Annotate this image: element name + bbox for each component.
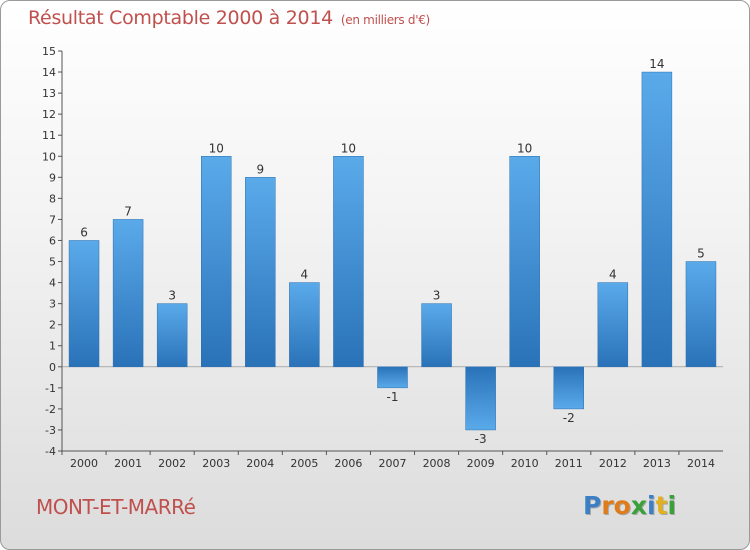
data-label-2012: 4 <box>609 268 617 282</box>
y-tick-label: -3 <box>45 424 56 437</box>
logo-letter: x <box>630 491 647 520</box>
bar-2004 <box>245 177 276 368</box>
data-label-2002: 3 <box>168 289 176 303</box>
data-label-2008: 3 <box>433 289 441 303</box>
y-tick-label: 3 <box>49 298 56 311</box>
bar-2007 <box>377 366 408 389</box>
y-tick-label: 5 <box>49 256 56 269</box>
data-label-2000: 6 <box>80 225 88 239</box>
logo-letter: r <box>601 491 614 520</box>
data-label-2009: -3 <box>475 432 487 446</box>
y-tick-label: 7 <box>49 213 56 226</box>
y-tick-label: -4 <box>45 445 56 458</box>
bar-2003 <box>201 156 232 368</box>
x-tick-label: 2004 <box>246 457 274 470</box>
x-tick-label: 2007 <box>379 457 407 470</box>
proxiti-logo: Proxiti <box>583 491 676 520</box>
logo-letter: i <box>667 491 677 520</box>
x-tick-label: 2003 <box>202 457 230 470</box>
chart-title: Résultat Comptable 2000 à 2014 (en millie… <box>28 7 430 29</box>
bar-2008 <box>421 303 452 368</box>
x-tick-label: 2006 <box>334 457 362 470</box>
logo-letter: o <box>613 491 631 520</box>
x-tick-label: 2014 <box>687 457 715 470</box>
y-tick-label: 4 <box>49 277 56 290</box>
y-tick-label: 13 <box>42 87 56 100</box>
y-tick-label: -1 <box>45 382 56 395</box>
data-label-2007: -1 <box>387 390 399 404</box>
y-tick-label: 0 <box>49 361 56 374</box>
logo-letter: i <box>647 491 656 520</box>
bar-2011 <box>553 366 584 410</box>
x-tick-label: 2002 <box>158 457 186 470</box>
x-tick-label: 2013 <box>643 457 671 470</box>
chart-subtitle: (en milliers d'€) <box>340 13 430 27</box>
bar-2006 <box>333 156 364 368</box>
y-tick-label: 6 <box>49 234 56 247</box>
bar-2001 <box>112 219 144 368</box>
data-label-2011: -2 <box>563 411 575 425</box>
bar-2005 <box>289 282 320 368</box>
data-label-2014: 5 <box>697 247 705 261</box>
y-tick-label: 15 <box>42 45 56 58</box>
chart-bars <box>68 71 717 431</box>
data-label-2005: 4 <box>301 268 309 282</box>
bar-2002 <box>156 303 188 368</box>
y-tick-label: 1 <box>49 340 56 353</box>
y-tick-label: 11 <box>42 129 56 142</box>
data-label-2003: 10 <box>209 141 224 155</box>
y-tick-label: 12 <box>42 108 56 121</box>
y-tick-label: 14 <box>42 66 56 79</box>
y-tick-label: 8 <box>49 192 56 205</box>
data-label-2004: 9 <box>256 162 264 176</box>
x-tick-label: 2012 <box>599 457 627 470</box>
bar-2013 <box>641 71 673 368</box>
logo-letter: t <box>655 491 668 520</box>
data-label-2013: 14 <box>649 57 664 71</box>
bar-2000 <box>68 240 100 368</box>
x-tick-label: 2010 <box>511 457 539 470</box>
bar-2010 <box>509 156 540 368</box>
data-label-2006: 10 <box>341 141 356 155</box>
commune-name: MONT-ET-MARRé <box>36 495 196 519</box>
bar-2012 <box>597 282 629 368</box>
bar-2014 <box>685 261 717 368</box>
x-tick-label: 2000 <box>70 457 98 470</box>
data-label-2010: 10 <box>517 141 532 155</box>
y-tick-label: -2 <box>45 403 56 416</box>
data-label-2001: 7 <box>124 204 132 218</box>
chart-data-labels: 6 7 3 10 9 4 10 -1 3 -3 10 -2 4 14 5 <box>80 57 705 446</box>
y-tick-label: 10 <box>42 150 56 163</box>
y-tick-label: 9 <box>49 171 56 184</box>
logo-letter: P <box>583 491 602 520</box>
x-tick-label: 2011 <box>555 457 583 470</box>
x-tick-label: 2009 <box>467 457 495 470</box>
x-tick-label: 2001 <box>114 457 142 470</box>
chart-title-text: Résultat Comptable 2000 à 2014 <box>28 7 333 29</box>
y-tick-label: 2 <box>49 319 56 332</box>
x-tick-label: 2008 <box>423 457 451 470</box>
bar-2009 <box>465 366 496 431</box>
x-tick-label: 2005 <box>290 457 318 470</box>
